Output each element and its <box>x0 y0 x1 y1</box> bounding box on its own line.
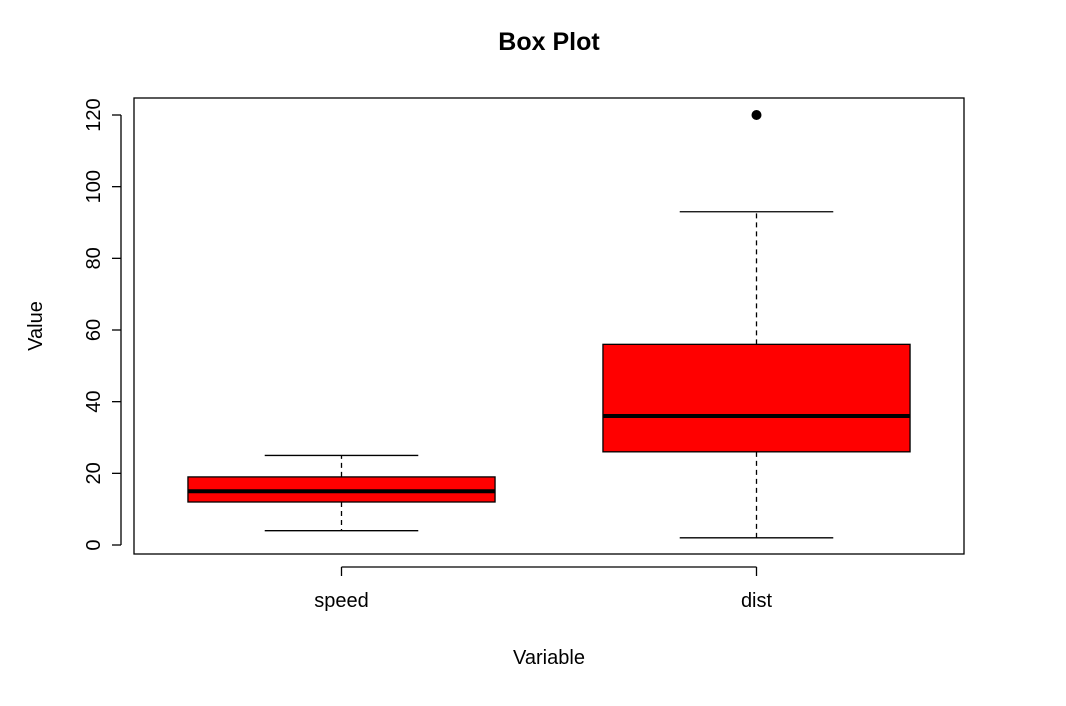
y-tick-label: 20 <box>83 462 105 484</box>
y-axis: 0 20 40 60 80 100 120 <box>83 98 122 551</box>
x-axis-label: Variable <box>513 647 585 669</box>
y-tick-label: 80 <box>83 247 105 269</box>
y-tick-label: 120 <box>83 98 105 131</box>
box-speed <box>187 454 496 532</box>
plot-area-frame <box>133 97 965 555</box>
y-axis-label: Value <box>25 301 47 351</box>
chart-title: Box Plot <box>498 28 600 56</box>
y-tick-label: 40 <box>83 391 105 413</box>
outlier-point <box>751 110 762 120</box>
x-axis: speed dist <box>314 566 773 612</box>
y-tick-label: 100 <box>83 170 105 203</box>
iqr-box <box>602 343 911 453</box>
boxes-layer <box>187 110 911 539</box>
box-dist <box>602 110 911 539</box>
x-tick-label-dist: dist <box>741 590 773 612</box>
x-tick-label-speed: speed <box>314 590 369 612</box>
y-tick-label: 60 <box>83 319 105 341</box>
y-tick-label: 0 <box>83 539 105 550</box>
